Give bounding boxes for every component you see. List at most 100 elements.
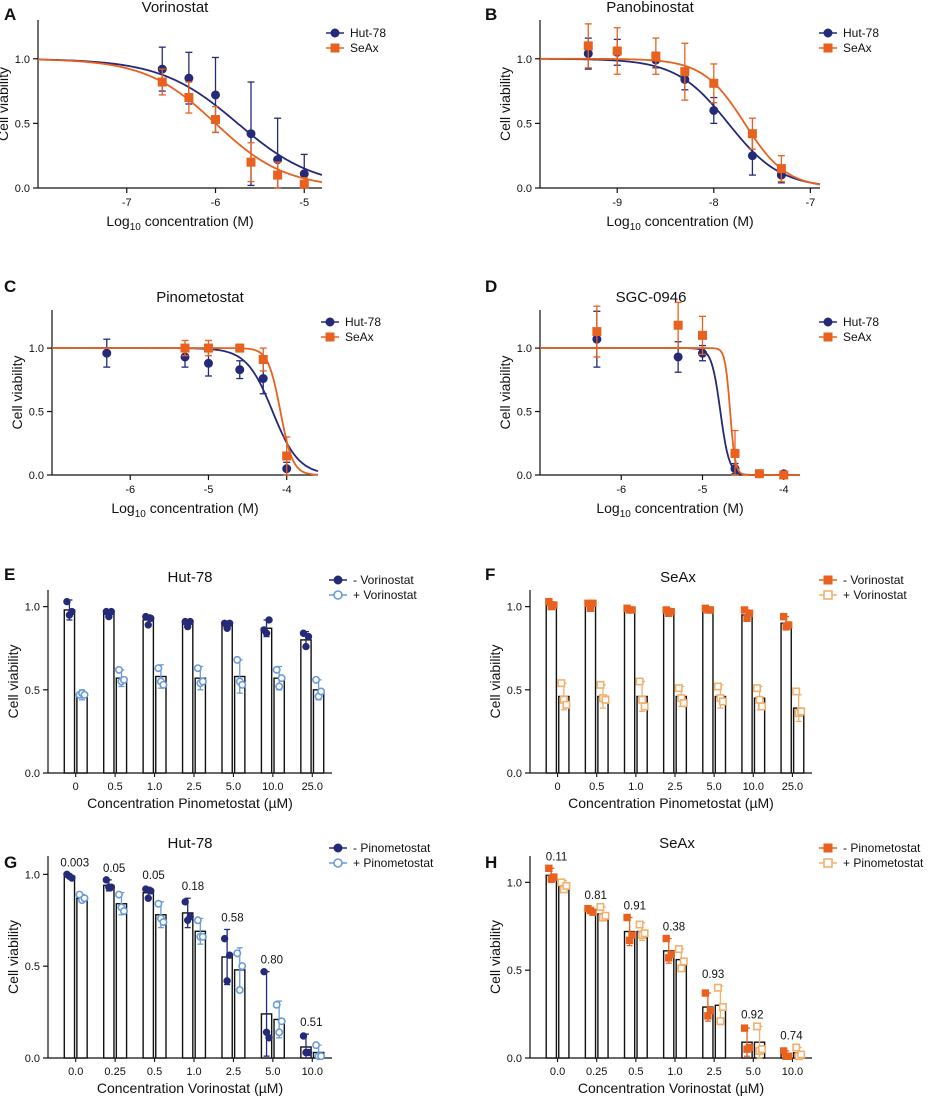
- y-tick-label: 1.0: [25, 602, 40, 614]
- legend-label: SeAx: [843, 41, 872, 55]
- replicate-point: [144, 894, 152, 902]
- panel-letter: H: [485, 853, 497, 872]
- replicate-point: [147, 887, 155, 895]
- legend-item: + Vorinostat: [329, 588, 417, 602]
- replicate-point: [784, 1052, 793, 1060]
- y-tick-label: 1.0: [517, 343, 532, 355]
- y-tick-label: 0.5: [517, 118, 532, 130]
- replicate-point: [119, 675, 128, 684]
- replicate-point: [718, 1003, 727, 1012]
- x-tick-label: 1.0: [667, 1066, 682, 1078]
- x-tick-label: 2.5: [667, 781, 682, 793]
- replicate-point: [317, 1052, 326, 1061]
- replicate-point: [114, 665, 123, 674]
- data-point: [157, 77, 167, 87]
- fit-curve: [540, 57, 821, 186]
- legend-label: - Vorinostat: [843, 573, 904, 587]
- replicate-point: [272, 1000, 281, 1009]
- x-axis-label: Concentration Vorinostat (µM): [578, 1080, 764, 1096]
- legend-item: SeAx: [321, 330, 374, 344]
- bar: [597, 913, 609, 1059]
- legend-label: - Pinometostat: [843, 841, 921, 855]
- p-value-label: 0.05: [142, 870, 164, 882]
- replicate-point: [674, 945, 683, 954]
- legend-item: - Pinometostat: [819, 841, 921, 855]
- replicate-point: [238, 962, 247, 971]
- replicate-point: [601, 695, 610, 704]
- y-axis-label: Cell viability: [5, 645, 21, 719]
- legend-label: SeAx: [345, 330, 374, 344]
- replicate-point: [706, 606, 715, 614]
- fit-curve: [540, 347, 800, 476]
- bar: [545, 874, 558, 1059]
- replicate-point: [713, 682, 722, 691]
- replicate-point: [753, 684, 762, 693]
- x-tick-label: -4: [779, 484, 789, 496]
- replicate-point: [220, 934, 229, 943]
- series-hut-78: [37, 46, 323, 189]
- x-tick-label: -5: [204, 484, 214, 496]
- series-seax: [37, 58, 323, 189]
- y-tick-label: 1.0: [517, 54, 532, 66]
- chart-title: Vorinostat: [142, 0, 210, 16]
- legend-item: SeAx: [326, 41, 379, 55]
- fit-curve: [540, 347, 800, 476]
- replicate-point: [745, 1043, 754, 1052]
- legend-label: - Vorinostat: [353, 573, 414, 587]
- bar: [662, 950, 675, 1059]
- y-tick-label: 0.0: [29, 470, 44, 482]
- square-marker-icon: [325, 332, 335, 342]
- legend-item: Hut-78: [326, 26, 386, 40]
- x-tick-label: 10.0: [302, 1066, 323, 1078]
- x-tick-label: 5.0: [226, 781, 241, 793]
- replicate-point: [114, 890, 123, 899]
- data-point: [754, 469, 764, 479]
- data-point: [235, 343, 245, 353]
- replicate-point: [550, 601, 558, 609]
- panel-g: G Hut-78 0.0 0.5 1.0 Cell viability - Pinometo…: [4, 835, 434, 1096]
- replicate-point: [312, 675, 321, 684]
- panel-letter: F: [485, 565, 495, 584]
- data-point: [779, 470, 789, 480]
- panel-d: D SGC-0946 0.0 0.5 1.0 Cell viability Hut-78Se…: [485, 277, 879, 520]
- series--vorinostat: [63, 597, 313, 774]
- data-point: [211, 90, 220, 100]
- x-tick-label: -6: [211, 197, 221, 209]
- legend-label: Hut-78: [350, 26, 386, 40]
- p-value-label: 0.93: [702, 969, 724, 981]
- x-tick-label: -5: [299, 197, 309, 209]
- replicate-point: [628, 931, 636, 939]
- replicate-point: [107, 607, 116, 616]
- replicate-point: [758, 702, 767, 711]
- data-point: [180, 343, 190, 353]
- legend-label: + Vorinostat: [353, 588, 417, 602]
- data-point: [246, 157, 256, 167]
- y-tick-label: 0.0: [507, 768, 522, 780]
- replicate-point: [277, 674, 286, 683]
- data-point: [651, 51, 661, 61]
- y-tick-label: 1.0: [507, 877, 522, 889]
- bar: [636, 930, 648, 1059]
- circle-marker-icon: [333, 575, 343, 585]
- x-tick-label: 0.25: [586, 1066, 607, 1078]
- panel-letter: A: [4, 5, 16, 24]
- panel-b: B Panobinostat 0.0 0.5 1.0 Cell viability Hut-…: [485, 0, 879, 233]
- legend: - Vorinostat+ Vorinostat: [329, 573, 417, 602]
- x-tick-label: 1.0: [186, 1066, 201, 1078]
- data-point: [680, 67, 690, 77]
- x-tick-label: 0.5: [628, 1066, 643, 1078]
- series-seax: [52, 339, 319, 476]
- data-point: [698, 330, 707, 340]
- legend-label: SeAx: [350, 41, 379, 55]
- x-tick-label: 0.5: [589, 781, 604, 793]
- bar: [194, 677, 207, 774]
- circle-marker-icon: [823, 28, 833, 38]
- replicate-point: [662, 934, 670, 943]
- panel-letter: C: [4, 277, 16, 296]
- bar: [63, 609, 76, 774]
- replicate-point: [674, 684, 683, 693]
- replicate-point: [144, 621, 152, 629]
- replicate-point: [193, 916, 202, 925]
- replicate-point: [193, 664, 202, 673]
